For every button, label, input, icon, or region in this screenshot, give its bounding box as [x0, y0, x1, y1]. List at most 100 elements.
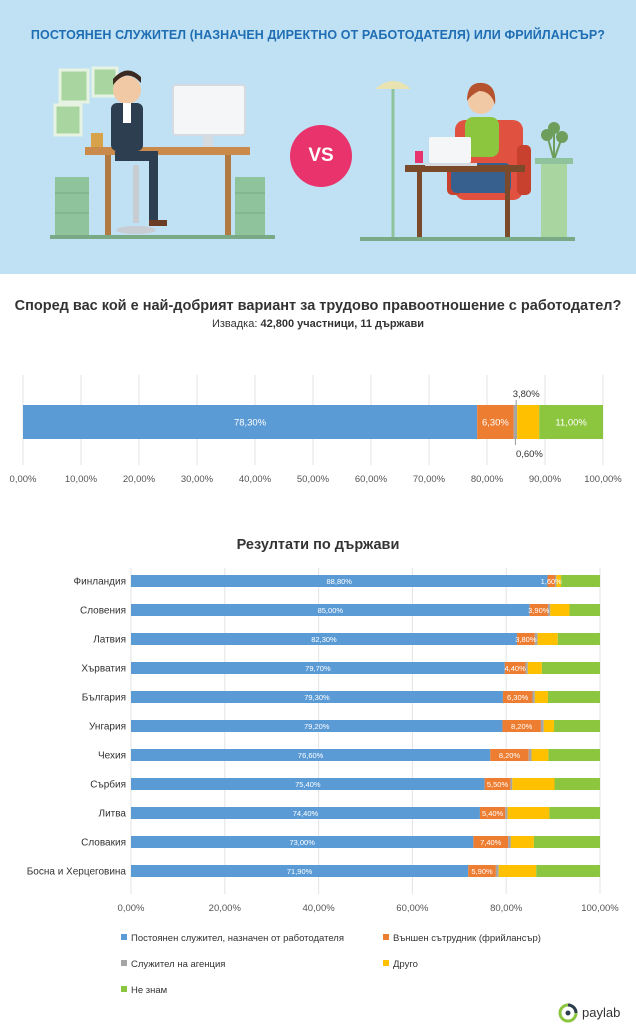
data-label: 7,40% — [480, 838, 502, 847]
bar-employee — [131, 749, 491, 761]
country-label: Финландия — [74, 577, 126, 588]
country-label: България — [82, 693, 126, 704]
bar-agency — [554, 575, 557, 587]
bar-dont-know — [557, 633, 600, 645]
legend-label: Постоянен служител, назначен от работода… — [131, 933, 344, 944]
data-label: 5,40% — [482, 809, 504, 818]
bar-agency — [513, 405, 518, 439]
hero-title: ПОСТОЯНЕН СЛУЖИТЕЛ (НАЗНАЧЕН ДИРЕКТНО ОТ… — [30, 28, 606, 42]
data-label: 74,40% — [293, 809, 319, 818]
legend-item-other: Друго — [383, 959, 418, 970]
bar-employee — [131, 807, 480, 819]
data-label: 3,80% — [513, 389, 540, 400]
data-label: 3,90% — [528, 606, 550, 615]
office-employee-illustration — [50, 66, 275, 239]
bar-other — [507, 807, 550, 819]
sample-info: Извадка: 42,800 участници, 11 държави — [0, 318, 636, 330]
country-label: Босна и Херцеговина — [27, 867, 127, 878]
country-label: Унгария — [89, 722, 126, 733]
bar-freelancer — [516, 633, 535, 645]
country-label: Хърватия — [81, 664, 126, 675]
x-tick-label: 60,00% — [396, 903, 429, 913]
bar-other — [531, 749, 549, 761]
legend-item-dont-know: Не знам — [121, 985, 167, 996]
sample-value: 42,800 участници, 11 държави — [260, 318, 425, 330]
data-label: 5,50% — [487, 780, 509, 789]
data-label: 8,20% — [511, 722, 533, 731]
bar-freelancer — [473, 836, 509, 848]
data-label: 5,90% — [471, 867, 493, 876]
x-tick-label: 20,00% — [123, 474, 156, 485]
data-label: 71,90% — [287, 867, 313, 876]
bar-dont-know — [539, 405, 603, 439]
country-label: Словакия — [81, 838, 126, 849]
x-tick-label: 100,00% — [581, 903, 619, 913]
data-label: 76,60% — [298, 751, 324, 760]
x-tick-label: 40,00% — [239, 474, 272, 485]
data-label: 8,20% — [499, 751, 521, 760]
bar-dont-know — [554, 778, 600, 790]
bar-agency — [525, 662, 528, 674]
bar-dont-know — [547, 691, 600, 703]
data-label: 0,60% — [516, 449, 543, 460]
legend-swatch — [383, 934, 389, 940]
bar-dont-know — [548, 749, 600, 761]
bar-agency — [540, 720, 544, 732]
bar-employee — [131, 691, 503, 703]
survey-question: Според вас кой е най-добрият вариант за … — [14, 298, 622, 314]
x-tick-label: 40,00% — [302, 903, 335, 913]
bar-dont-know — [533, 836, 600, 848]
bar-agency — [547, 604, 551, 616]
bar-other — [512, 778, 555, 790]
legend-label: Външен сътрудник (фрийлансър) — [393, 933, 541, 944]
legend-item-agency: Служител на агенция — [121, 959, 225, 970]
data-label: 75,40% — [295, 780, 321, 789]
bar-other — [498, 865, 537, 877]
data-label: 4,40% — [504, 664, 526, 673]
x-tick-label: 10,00% — [65, 474, 98, 485]
bar-freelancer — [547, 575, 555, 587]
x-tick-label: 0,00% — [118, 903, 145, 913]
data-label: 79,70% — [305, 664, 331, 673]
bar-other — [517, 405, 540, 439]
bar-employee — [131, 575, 548, 587]
overall-stacked-bar-chart: 78,30% 6,30% 0,60% 3,80% 11,00% 0,00% 10,00% 2… — [10, 375, 622, 485]
bar-employee — [131, 836, 474, 848]
x-tick-label: 80,00% — [490, 903, 523, 913]
bar-freelancer — [502, 691, 533, 703]
data-label: 11,00% — [555, 418, 587, 429]
country-label: Словения — [80, 606, 126, 617]
bar-employee — [23, 405, 478, 439]
x-tick-label: 0,00% — [10, 474, 37, 485]
bar-agency — [532, 691, 535, 703]
x-tick-label: 50,00% — [297, 474, 330, 485]
country-label: Чехия — [98, 751, 126, 762]
legend-label: Не знам — [131, 985, 168, 996]
data-label: 6,30% — [482, 418, 509, 429]
x-tick-label: 70,00% — [413, 474, 446, 485]
bar-employee — [131, 633, 517, 645]
bar-agency — [528, 749, 532, 761]
x-tick-label: 20,00% — [209, 903, 242, 913]
bar-agency — [508, 836, 511, 848]
x-tick-label: 60,00% — [355, 474, 388, 485]
bar-agency — [505, 807, 508, 819]
legend-item-freelancer: Външен сътрудник (фрийлансър) — [383, 933, 541, 944]
bar-employee — [131, 720, 503, 732]
vs-badge: VS — [290, 125, 352, 187]
data-label: 88,80% — [327, 577, 353, 586]
bar-freelancer — [502, 720, 541, 732]
country-label: Латвия — [93, 635, 126, 646]
bar-freelancer — [477, 405, 514, 439]
data-label: 79,30% — [304, 693, 330, 702]
country-label: Литва — [99, 809, 127, 820]
bar-employee — [131, 662, 505, 674]
bar-dont-know — [541, 662, 600, 674]
bar-other — [510, 836, 534, 848]
bar-other — [556, 575, 562, 587]
x-tick-label: 90,00% — [529, 474, 562, 485]
data-label: 3,80% — [515, 635, 537, 644]
bar-other — [550, 604, 570, 616]
bar-employee — [131, 604, 530, 616]
freelancer-illustration — [360, 81, 575, 241]
